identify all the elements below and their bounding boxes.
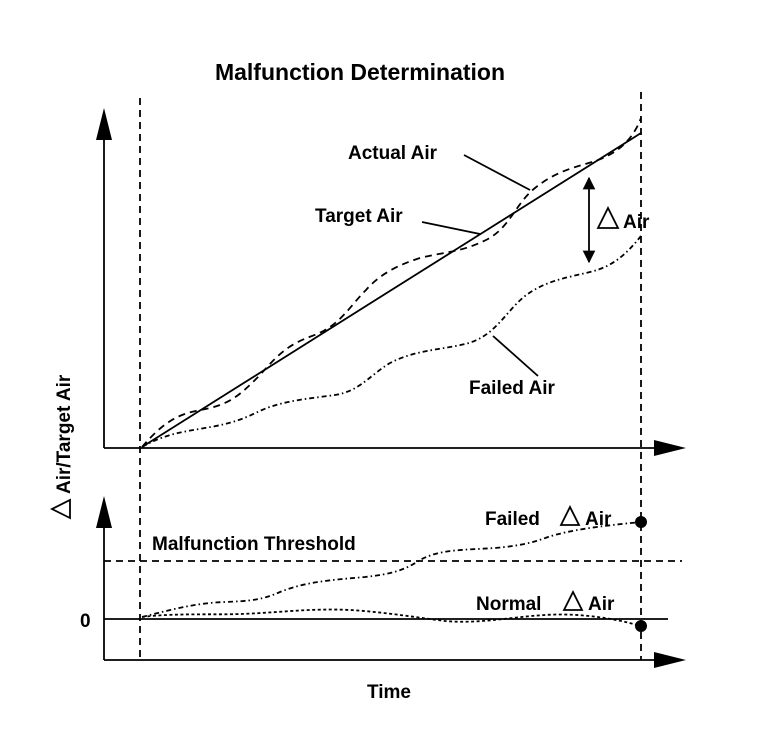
failed-air-curve bbox=[141, 235, 642, 448]
failed-delta-air-curve bbox=[141, 521, 642, 618]
normal-delta-air-endpoint bbox=[635, 620, 647, 632]
delta-air-label: Air bbox=[623, 212, 650, 233]
top-y-axis-arrow bbox=[96, 108, 112, 140]
failed-air-label: Failed Air bbox=[469, 378, 555, 399]
target-air-leader bbox=[421, 221, 481, 235]
actual-air-label: Actual Air bbox=[348, 143, 438, 164]
x-axis-label: Time bbox=[367, 682, 411, 703]
failed-delta-air-prefix: Failed bbox=[485, 509, 540, 530]
failed-delta-air-suffix: Air bbox=[585, 509, 612, 530]
failed-air-leader bbox=[492, 335, 539, 377]
actual-air-curve bbox=[141, 117, 642, 448]
actual-air-leader bbox=[463, 154, 531, 191]
bottom-y-axis-arrow bbox=[96, 496, 112, 528]
normal-delta-air-suffix: Air bbox=[588, 594, 615, 615]
zero-label: 0 bbox=[80, 611, 91, 632]
diagram-title: Malfunction Determination bbox=[215, 59, 505, 85]
y-axis-label: Air/Target Air bbox=[54, 374, 75, 494]
top-x-axis-arrow bbox=[654, 440, 686, 456]
target-air-line bbox=[141, 132, 642, 448]
y-axis-label-group: Air/Target Air bbox=[49, 374, 75, 520]
target-air-label: Target Air bbox=[315, 206, 403, 227]
normal-delta-air-prefix: Normal bbox=[476, 594, 541, 615]
delta-air-triangle-icon bbox=[596, 205, 620, 229]
failed-delta-triangle-icon bbox=[559, 504, 581, 526]
bottom-x-axis-arrow bbox=[654, 652, 686, 668]
malfunction-threshold-label: Malfunction Threshold bbox=[152, 534, 356, 555]
normal-delta-triangle-icon bbox=[562, 589, 584, 611]
failed-delta-air-endpoint bbox=[635, 516, 647, 528]
y-axis-delta-triangle-icon bbox=[49, 498, 71, 520]
normal-delta-air-curve bbox=[141, 608, 642, 627]
